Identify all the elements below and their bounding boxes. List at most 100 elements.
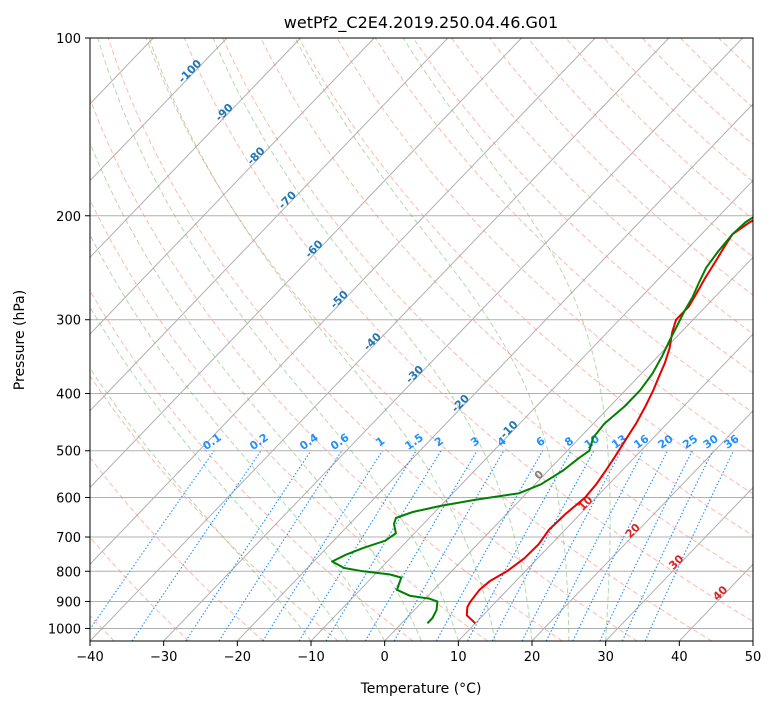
isotherm-line (90, 38, 449, 412)
x-tick-label: −10 (297, 650, 324, 665)
axes: −40 −30 −20 −10 0 10 20 30 40 50 100 200 300 400 500 60… (48, 32, 761, 665)
mixing-ratio-line (467, 450, 572, 641)
dry-adiabat (718, 38, 753, 72)
dry-adiabat (680, 38, 753, 109)
mixing-ratio-line (644, 450, 735, 641)
x-tick-label: 10 (450, 650, 467, 665)
isotherm-label: 40 (710, 583, 730, 603)
isotherm-label: -50 (328, 288, 351, 311)
dry-adiabat (757, 38, 775, 641)
mixing-ratio-line (298, 450, 417, 641)
dry-adiabat (90, 536, 190, 641)
mixing-ratio-line (185, 450, 312, 641)
dry-adiabat (489, 38, 753, 296)
isotherm-line (90, 38, 301, 259)
isotherm-line (678, 563, 753, 641)
mixing-ratio-line (325, 450, 442, 641)
dry-adiabat (374, 38, 753, 414)
isotherm-line (90, 38, 522, 489)
dry-adiabat (603, 38, 753, 183)
mixing-ratio-label: 1.5 (402, 431, 425, 453)
isotherm-line (163, 38, 743, 641)
isotherm-label: -100 (176, 57, 205, 86)
mixing-ratio-line (435, 450, 544, 641)
y-tick-label: 900 (56, 595, 81, 610)
y-tick-label: 1000 (48, 622, 81, 637)
dry-adiabat (451, 38, 753, 335)
y-tick-label: 600 (56, 491, 81, 506)
dry-adiabat (145, 38, 712, 641)
mixing-ratio-line (572, 450, 669, 641)
mixing-ratio-label: 1 (374, 434, 388, 449)
mixing-ratio-label: 20 (656, 432, 676, 452)
isotherm-label: -20 (449, 392, 472, 415)
mixing-ratio-line (364, 450, 478, 641)
mixing-ratio-label: 16 (631, 432, 651, 452)
mixing-ratio-label: 36 (722, 432, 742, 452)
y-axis-title: Pressure (hPa) (12, 290, 28, 390)
moist-adiabat (97, 38, 459, 641)
moist-adiabat (212, 38, 533, 641)
x-tick-label: −40 (76, 650, 103, 665)
y-tick-label: 400 (56, 388, 81, 403)
isotherm-line (90, 38, 228, 182)
temperature-profile-line (465, 219, 753, 625)
x-tick-label: 20 (524, 650, 541, 665)
mixing-ratio-label: 25 (680, 432, 700, 451)
chart-title: wetPf2_C2E4.2019.250.04.46.G01 (284, 13, 558, 33)
isotherm-label: 20 (623, 521, 643, 541)
isotherm-line (605, 486, 753, 641)
y-tick-label: 500 (56, 445, 81, 460)
mixing-ratio-line (393, 450, 505, 641)
mixing-ratio-line (131, 450, 262, 641)
isotherm-line (531, 410, 753, 641)
isotherm-labels: 0.1 0.2 0.4 0.6 1 1.5 2 3 4 6 8 10 13 16 20 25 30 36-100-… (176, 57, 742, 603)
mixing-ratio-line (90, 450, 215, 631)
mixing-ratio-line (521, 450, 622, 641)
x-tick-label: 40 (671, 650, 688, 665)
mixing-ratio-line (545, 450, 644, 641)
moist-adiabat (90, 233, 386, 641)
isotherm-line (457, 333, 753, 641)
isotherm-line (236, 103, 753, 641)
mixing-ratio-label: 0.1 (200, 431, 223, 453)
x-tick-label: −30 (150, 650, 177, 665)
mixing-ratio-label: 0.4 (297, 431, 321, 453)
isotherm-label: -60 (302, 237, 325, 260)
mixing-ratio-label: 0.6 (328, 431, 352, 453)
mixing-ratio-line (262, 450, 383, 641)
isotherm-line (752, 640, 753, 641)
moist-adiabat (90, 306, 349, 641)
x-axis-title: Temperature (°C) (360, 681, 482, 697)
mixing-ratio-line (621, 450, 714, 641)
dry-adiabat (90, 198, 488, 641)
dry-adiabat (336, 38, 753, 454)
plot-frame (89, 37, 754, 642)
dewpoint-profile-line (331, 216, 753, 624)
dry-adiabat (90, 97, 563, 641)
moist-adiabat (90, 367, 312, 641)
isotherm-line (90, 38, 375, 335)
dry-adiabat (107, 38, 638, 641)
x-tick-label: 50 (745, 650, 762, 665)
isotherm-label: -90 (213, 101, 236, 124)
isotherm-line (0, 38, 6, 641)
mixing-ratio-line (491, 450, 595, 641)
moist-adiabat (294, 38, 570, 641)
background-lines (0, 38, 775, 641)
dry-adiabat (183, 38, 753, 622)
isotherm-label: -40 (361, 330, 384, 353)
moist-adiabat (402, 38, 611, 641)
x-tick-label: −20 (224, 650, 251, 665)
isotherm-label: -30 (403, 363, 426, 386)
isotherm-line (90, 38, 596, 565)
profiles (331, 216, 753, 625)
mixing-ratio-line (218, 450, 343, 641)
mixing-ratio-label: 30 (701, 432, 721, 452)
y-tick-label: 800 (56, 565, 81, 580)
isotherm-label: -80 (244, 144, 267, 167)
isotherm-line (384, 256, 753, 641)
y-tick-label: 200 (56, 210, 81, 225)
mixing-ratio-label: 3 (468, 434, 482, 449)
